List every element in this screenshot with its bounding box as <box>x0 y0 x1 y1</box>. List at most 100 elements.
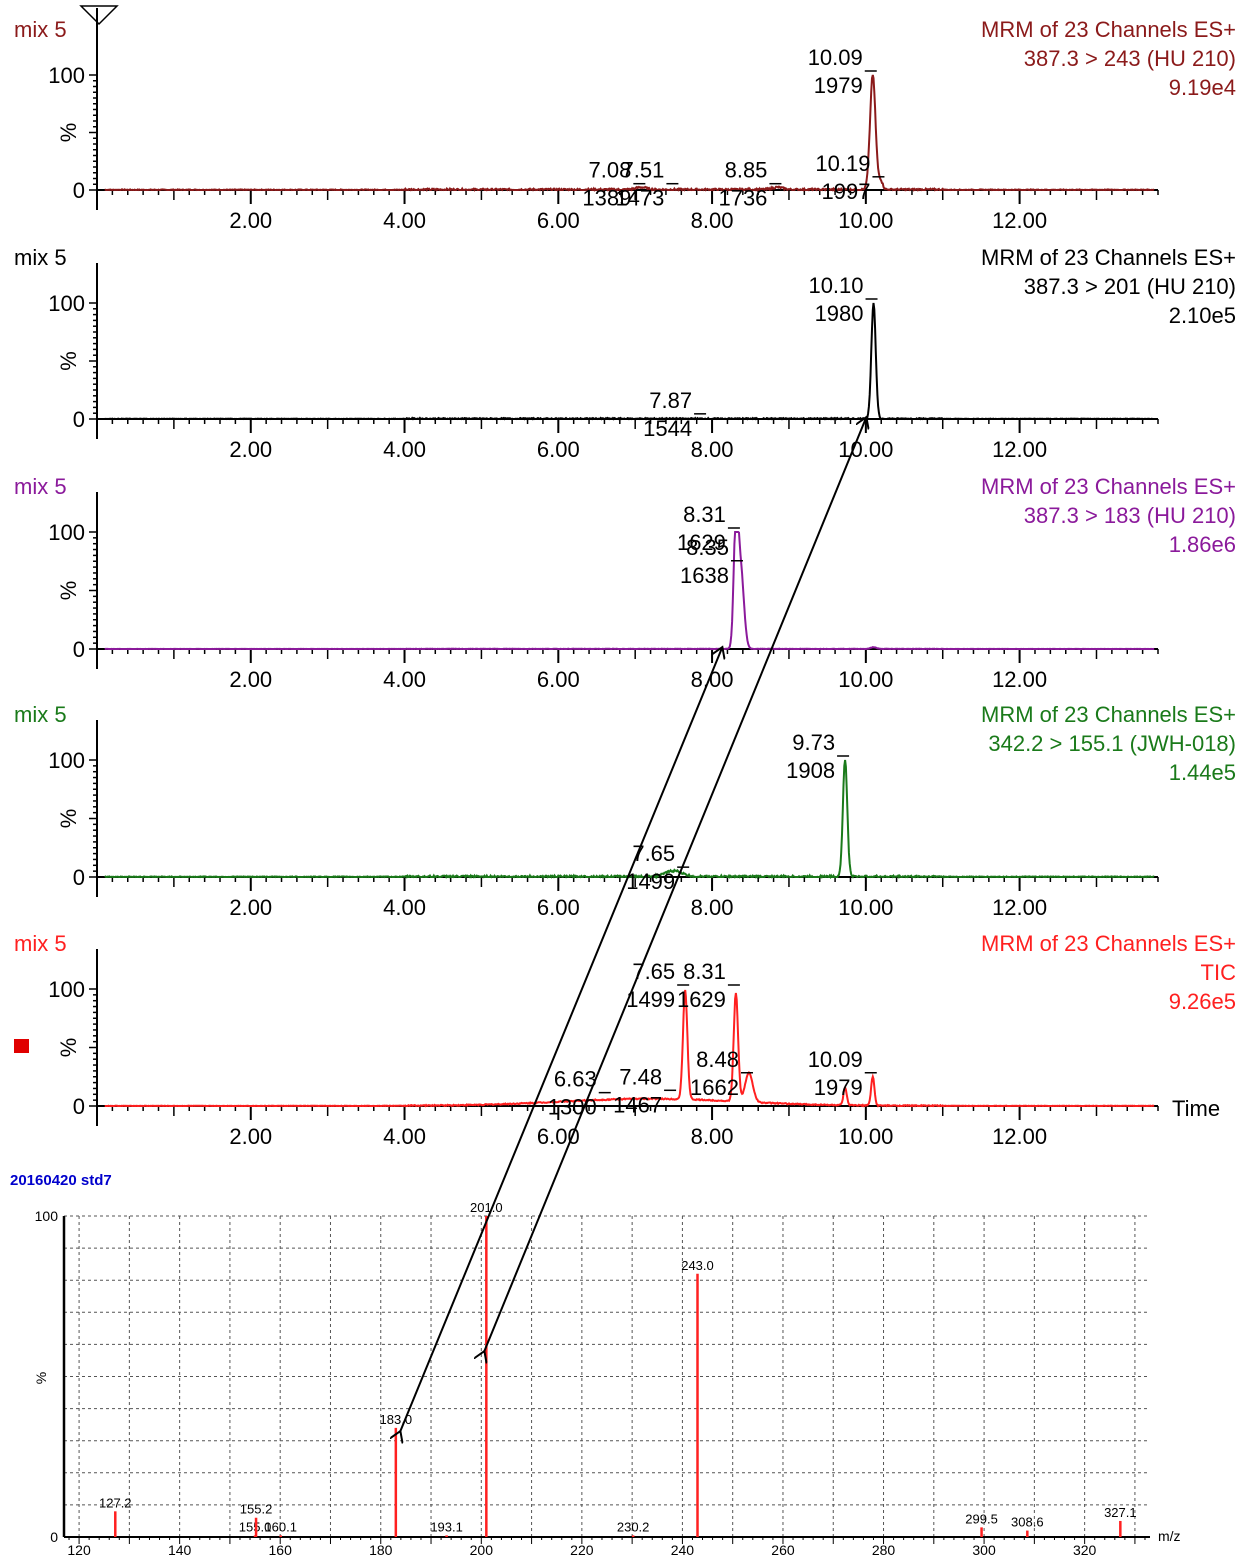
peak-area-label: 1473 <box>615 186 664 211</box>
chromatogram-panel-3: mix 5 MRM of 23 Channels ES+ 387.3 > 183 (… <box>14 474 1236 692</box>
x-tick-label: 10.00 <box>838 667 893 692</box>
chromatogram-trace <box>104 531 1155 651</box>
peak-annotation: 7.08 1389 <box>582 158 646 211</box>
x-tick-label: 220 <box>570 1542 594 1558</box>
peak-annotation: 9.73 1908 <box>786 730 850 783</box>
channel-header-line: MRM of 23 Channels ES+ <box>981 931 1236 956</box>
x-tick-label: 6.00 <box>537 1124 580 1149</box>
x-tick-label: 280 <box>872 1542 896 1558</box>
x-tick-label: 4.00 <box>383 1124 426 1149</box>
y-tick-label: 0 <box>73 178 85 203</box>
peak-area-label: 1499 <box>626 987 675 1012</box>
x-tick-label: 8.00 <box>691 437 734 462</box>
spectrum-peak-label: 193.1 <box>430 1519 463 1534</box>
x-tick-label: 6.00 <box>537 208 580 233</box>
arrow-183-to-8.31 <box>400 648 722 1432</box>
chromatogram-panel-2: mix 5 MRM of 23 Channels ES+ 387.3 > 201 (… <box>14 245 1236 462</box>
spectrum-title: 20160420 std7 <box>10 1172 112 1189</box>
peak-area-label: 1389 <box>582 186 631 211</box>
chromatogram-panel-4: mix 5 MRM of 23 Channels ES+ 342.2 > 155.1… <box>14 702 1236 920</box>
channel-header-line: MRM of 23 Channels ES+ <box>981 702 1236 727</box>
peak-annotation: 7.87 1544 <box>643 388 707 441</box>
correlation-arrows <box>400 418 866 1432</box>
x-tick-label: 12.00 <box>992 1124 1047 1149</box>
channel-header-line: 1.86e6 <box>1169 532 1236 557</box>
peak-annotation: 10.19 1997 <box>815 151 885 204</box>
y-tick-label: 100 <box>48 291 85 316</box>
peak-rt-label: 8.85 <box>725 158 768 183</box>
y-tick-label: 100 <box>35 1208 59 1224</box>
y-tick-label: 0 <box>50 1529 58 1545</box>
y-axis-label: % <box>56 809 81 829</box>
x-tick-label: 10.00 <box>838 895 893 920</box>
x-tick-label: 2.00 <box>229 667 272 692</box>
y-tick-label: 100 <box>48 63 85 88</box>
x-tick-label: 4.00 <box>383 895 426 920</box>
y-tick-label: 100 <box>48 748 85 773</box>
x-tick-label: 6.00 <box>537 895 580 920</box>
x-tick-label: 300 <box>972 1542 996 1558</box>
peak-annotation: 10.10 1980 <box>808 273 878 326</box>
x-tick-label: 6.00 <box>537 667 580 692</box>
arrow-201-to-10.10 <box>484 418 866 1352</box>
peak-rt-label: 9.73 <box>792 730 835 755</box>
x-tick-label: 4.00 <box>383 437 426 462</box>
peak-area-label: 1300 <box>548 1095 597 1120</box>
chromatogram-trace <box>104 759 1155 880</box>
y-tick-label: 100 <box>48 520 85 545</box>
peak-area-label: 1629 <box>677 987 726 1012</box>
peak-area-label: 1544 <box>643 416 692 441</box>
peak-rt-label: 10.09 <box>808 1047 863 1072</box>
y-axis-label: % <box>56 581 81 601</box>
peak-rt-label: 7.87 <box>649 388 692 413</box>
channel-header-line: 9.26e5 <box>1169 989 1236 1014</box>
sample-label: mix 5 <box>14 474 67 499</box>
spectrum-peak-label: 299.5 <box>965 1511 998 1526</box>
x-tick-label: 120 <box>67 1542 91 1558</box>
x-tick-label: 10.00 <box>838 208 893 233</box>
peak-area-label: 1979 <box>814 1075 863 1100</box>
channel-header-line: MRM of 23 Channels ES+ <box>981 245 1236 270</box>
x-tick-label: 10.00 <box>838 437 893 462</box>
channel-header-line: MRM of 23 Channels ES+ <box>981 17 1236 42</box>
channel-header-line: 2.10e5 <box>1169 303 1236 328</box>
y-axis-label: % <box>33 1372 49 1384</box>
x-tick-label: 4.00 <box>383 667 426 692</box>
peak-area-label: 1467 <box>613 1092 662 1117</box>
spectrum-peak-label: 127.2 <box>99 1495 132 1510</box>
x-tick-label: 180 <box>369 1542 393 1558</box>
peak-rt-label: 10.09 <box>808 45 863 70</box>
channel-header-line: TIC <box>1201 960 1237 985</box>
peak-annotation: 7.51 1473 <box>615 158 679 211</box>
peak-area-label: 1980 <box>815 301 864 326</box>
chromatogram-trace <box>104 74 1155 193</box>
x-tick-label: 8.00 <box>691 1124 734 1149</box>
sample-label: mix 5 <box>14 17 67 42</box>
y-tick-label: 0 <box>73 1094 85 1119</box>
y-tick-label: 100 <box>48 977 85 1002</box>
channel-header-line: 387.3 > 183 (HU 210) <box>1024 503 1236 528</box>
peak-rt-label: 7.65 <box>632 841 675 866</box>
x-tick-label: 8.00 <box>691 208 734 233</box>
x-axis-label: m/z <box>1158 1528 1181 1544</box>
x-tick-label: 240 <box>671 1542 695 1558</box>
peak-area-label: 1662 <box>690 1075 739 1100</box>
peak-rt-label: 10.10 <box>808 273 863 298</box>
peak-annotation: 10.09 1979 <box>808 45 877 98</box>
x-tick-label: 320 <box>1073 1542 1097 1558</box>
sample-label: mix 5 <box>14 931 67 956</box>
x-tick-label: 2.00 <box>229 895 272 920</box>
x-tick-label: 6.00 <box>537 437 580 462</box>
peak-area-label: 1908 <box>786 758 835 783</box>
peak-rt-label: 7.08 <box>589 158 632 183</box>
x-tick-label: 12.00 <box>992 208 1047 233</box>
x-tick-label: 8.00 <box>691 895 734 920</box>
scan-marker-icon <box>79 5 119 26</box>
peak-area-label: 1499 <box>626 869 675 894</box>
y-tick-label: 0 <box>73 407 85 432</box>
spectrum-peak-label: 243.0 <box>681 1258 714 1273</box>
channel-header-line: MRM of 23 Channels ES+ <box>981 474 1236 499</box>
peak-rt-label: 8.48 <box>696 1047 739 1072</box>
x-tick-label: 12.00 <box>992 437 1047 462</box>
